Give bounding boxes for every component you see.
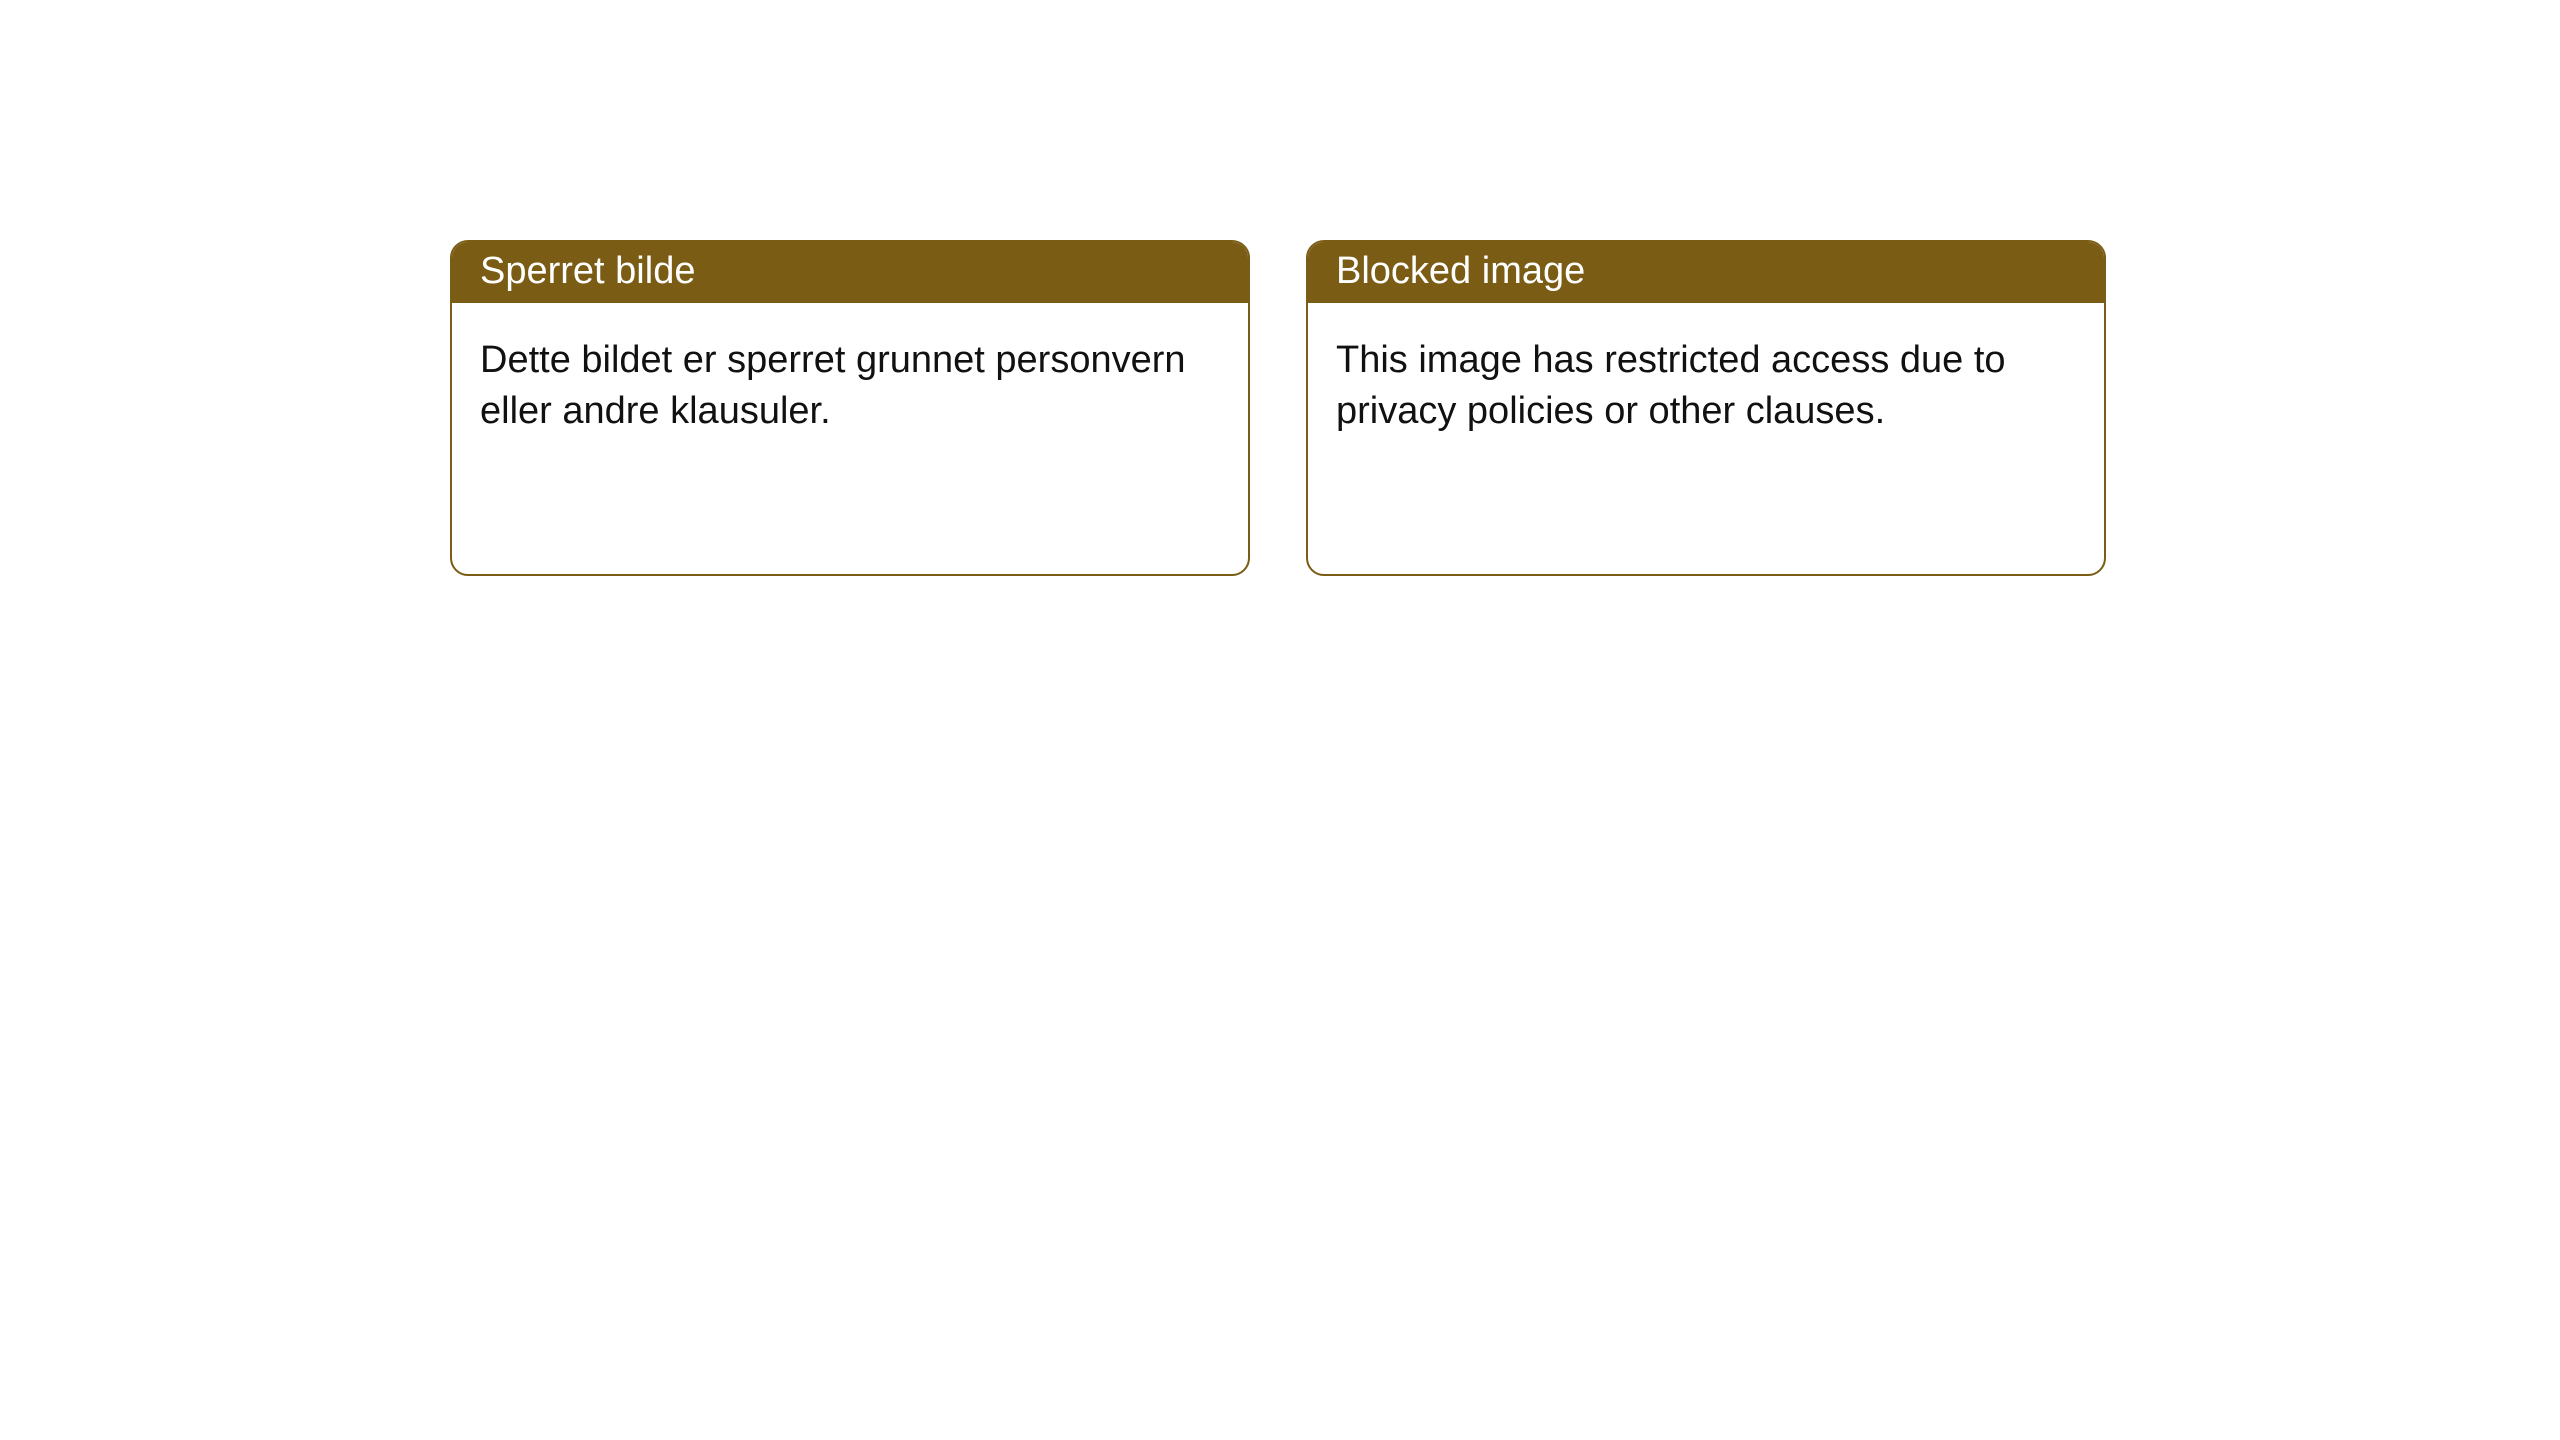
cards-container: Sperret bilde Dette bildet er sperret gr… [450,240,2106,576]
card-body-no: Dette bildet er sperret grunnet personve… [452,303,1248,466]
card-body-en: This image has restricted access due to … [1308,303,2104,466]
card-header-no: Sperret bilde [452,242,1248,303]
blocked-image-card-en: Blocked image This image has restricted … [1306,240,2106,576]
blocked-image-card-no: Sperret bilde Dette bildet er sperret gr… [450,240,1250,576]
card-header-en: Blocked image [1308,242,2104,303]
